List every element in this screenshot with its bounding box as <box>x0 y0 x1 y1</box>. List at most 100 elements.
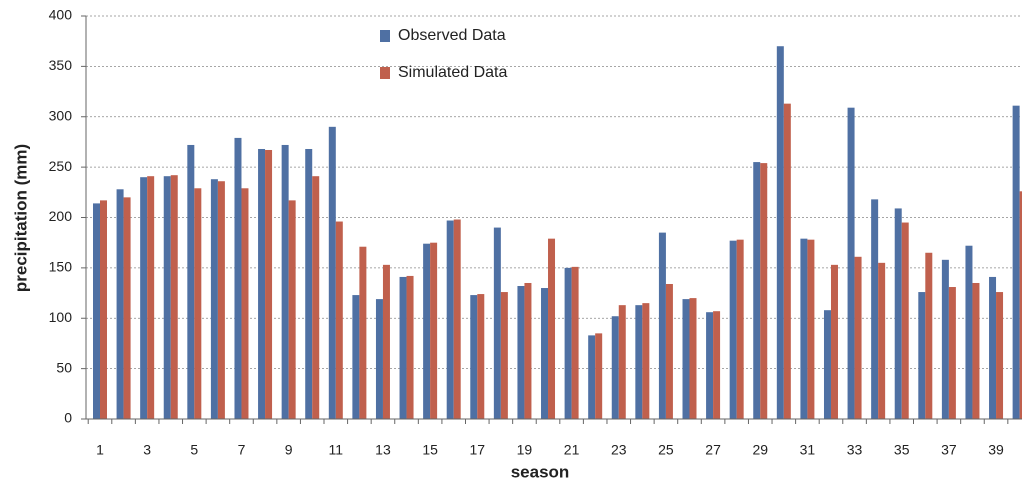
bar <box>453 219 461 419</box>
x-tick-label: 5 <box>190 442 198 458</box>
bar <box>753 162 761 419</box>
bar <box>807 239 815 419</box>
bar <box>93 203 100 419</box>
bar <box>187 144 195 419</box>
y-axis-title: precipitation (mm) <box>11 144 30 292</box>
bar <box>611 316 619 419</box>
bar <box>564 267 572 419</box>
bar <box>312 176 320 419</box>
x-tick-label: 29 <box>752 442 768 458</box>
bar <box>729 240 737 419</box>
bar <box>665 283 673 419</box>
bar <box>140 177 148 419</box>
bar <box>571 266 579 419</box>
bar <box>588 335 596 419</box>
bar <box>493 227 501 419</box>
x-tick-label: 13 <box>375 442 391 458</box>
bar <box>234 137 242 419</box>
legend-label: Simulated Data <box>398 64 507 81</box>
bar <box>500 292 508 419</box>
bar <box>258 148 266 420</box>
bar <box>375 299 383 419</box>
bar <box>1012 105 1020 419</box>
bar <box>901 222 909 419</box>
bar <box>878 262 886 419</box>
legend-swatch <box>380 67 390 79</box>
legend-swatch <box>380 30 390 42</box>
bar <box>847 107 855 420</box>
bar <box>972 282 980 419</box>
bar <box>548 238 556 419</box>
y-tick-label: 50 <box>56 359 72 375</box>
x-tick-label: 11 <box>329 442 344 458</box>
x-tick-label: 25 <box>658 442 674 458</box>
bar <box>642 303 650 419</box>
bar <box>823 310 831 419</box>
x-tick-label: 15 <box>422 442 438 458</box>
bar <box>123 197 131 419</box>
bar <box>996 292 1004 419</box>
y-tick-label: 350 <box>49 57 73 73</box>
bar <box>689 298 697 419</box>
bar <box>470 295 478 419</box>
bar <box>170 175 178 419</box>
bar <box>941 259 949 419</box>
y-tick-label: 200 <box>49 208 73 224</box>
x-tick-label: 17 <box>469 442 485 458</box>
bar <box>948 287 956 419</box>
bar <box>989 276 997 419</box>
x-tick-label: 3 <box>143 442 151 458</box>
bar <box>163 176 171 419</box>
bar <box>541 288 549 419</box>
bar <box>194 188 202 419</box>
bar <box>894 208 902 419</box>
bar <box>854 256 862 419</box>
x-tick-label: 35 <box>894 442 910 458</box>
x-tick-label: 7 <box>238 442 246 458</box>
y-tick-label: 0 <box>64 410 72 426</box>
bar <box>265 149 273 419</box>
y-tick-label: 150 <box>49 259 73 275</box>
bar <box>382 264 390 419</box>
x-tick-label: 19 <box>517 442 533 458</box>
x-tick-label: 23 <box>611 442 627 458</box>
bar <box>618 305 626 419</box>
bar <box>446 220 454 419</box>
bar <box>100 200 107 419</box>
bar <box>830 264 838 419</box>
bar <box>965 245 973 419</box>
bar <box>430 242 438 419</box>
bar <box>871 199 879 419</box>
bar <box>406 275 414 419</box>
x-tick-label: 39 <box>988 442 1004 458</box>
x-tick-label: 1 <box>96 442 104 458</box>
bar <box>517 286 525 419</box>
bar <box>241 188 249 419</box>
x-tick-label: 31 <box>800 442 816 458</box>
bar <box>477 294 485 419</box>
bar <box>281 144 289 419</box>
bar <box>335 221 343 419</box>
bar <box>217 181 225 419</box>
y-tick-label: 400 <box>49 7 73 23</box>
bar <box>706 312 714 419</box>
bar <box>524 282 532 419</box>
bar <box>760 163 768 419</box>
bar <box>925 252 933 419</box>
bar <box>1019 191 1022 419</box>
bar <box>800 238 808 419</box>
bar <box>635 305 643 419</box>
bar <box>147 176 155 419</box>
x-axis-title: season <box>511 462 570 481</box>
bar <box>423 243 431 419</box>
bar <box>305 148 313 420</box>
bar <box>713 311 721 419</box>
x-tick-label: 21 <box>564 442 580 458</box>
x-tick-label: 33 <box>847 442 863 458</box>
bar <box>288 200 296 419</box>
bar <box>595 333 603 419</box>
bar <box>359 246 367 419</box>
bar <box>328 126 336 419</box>
